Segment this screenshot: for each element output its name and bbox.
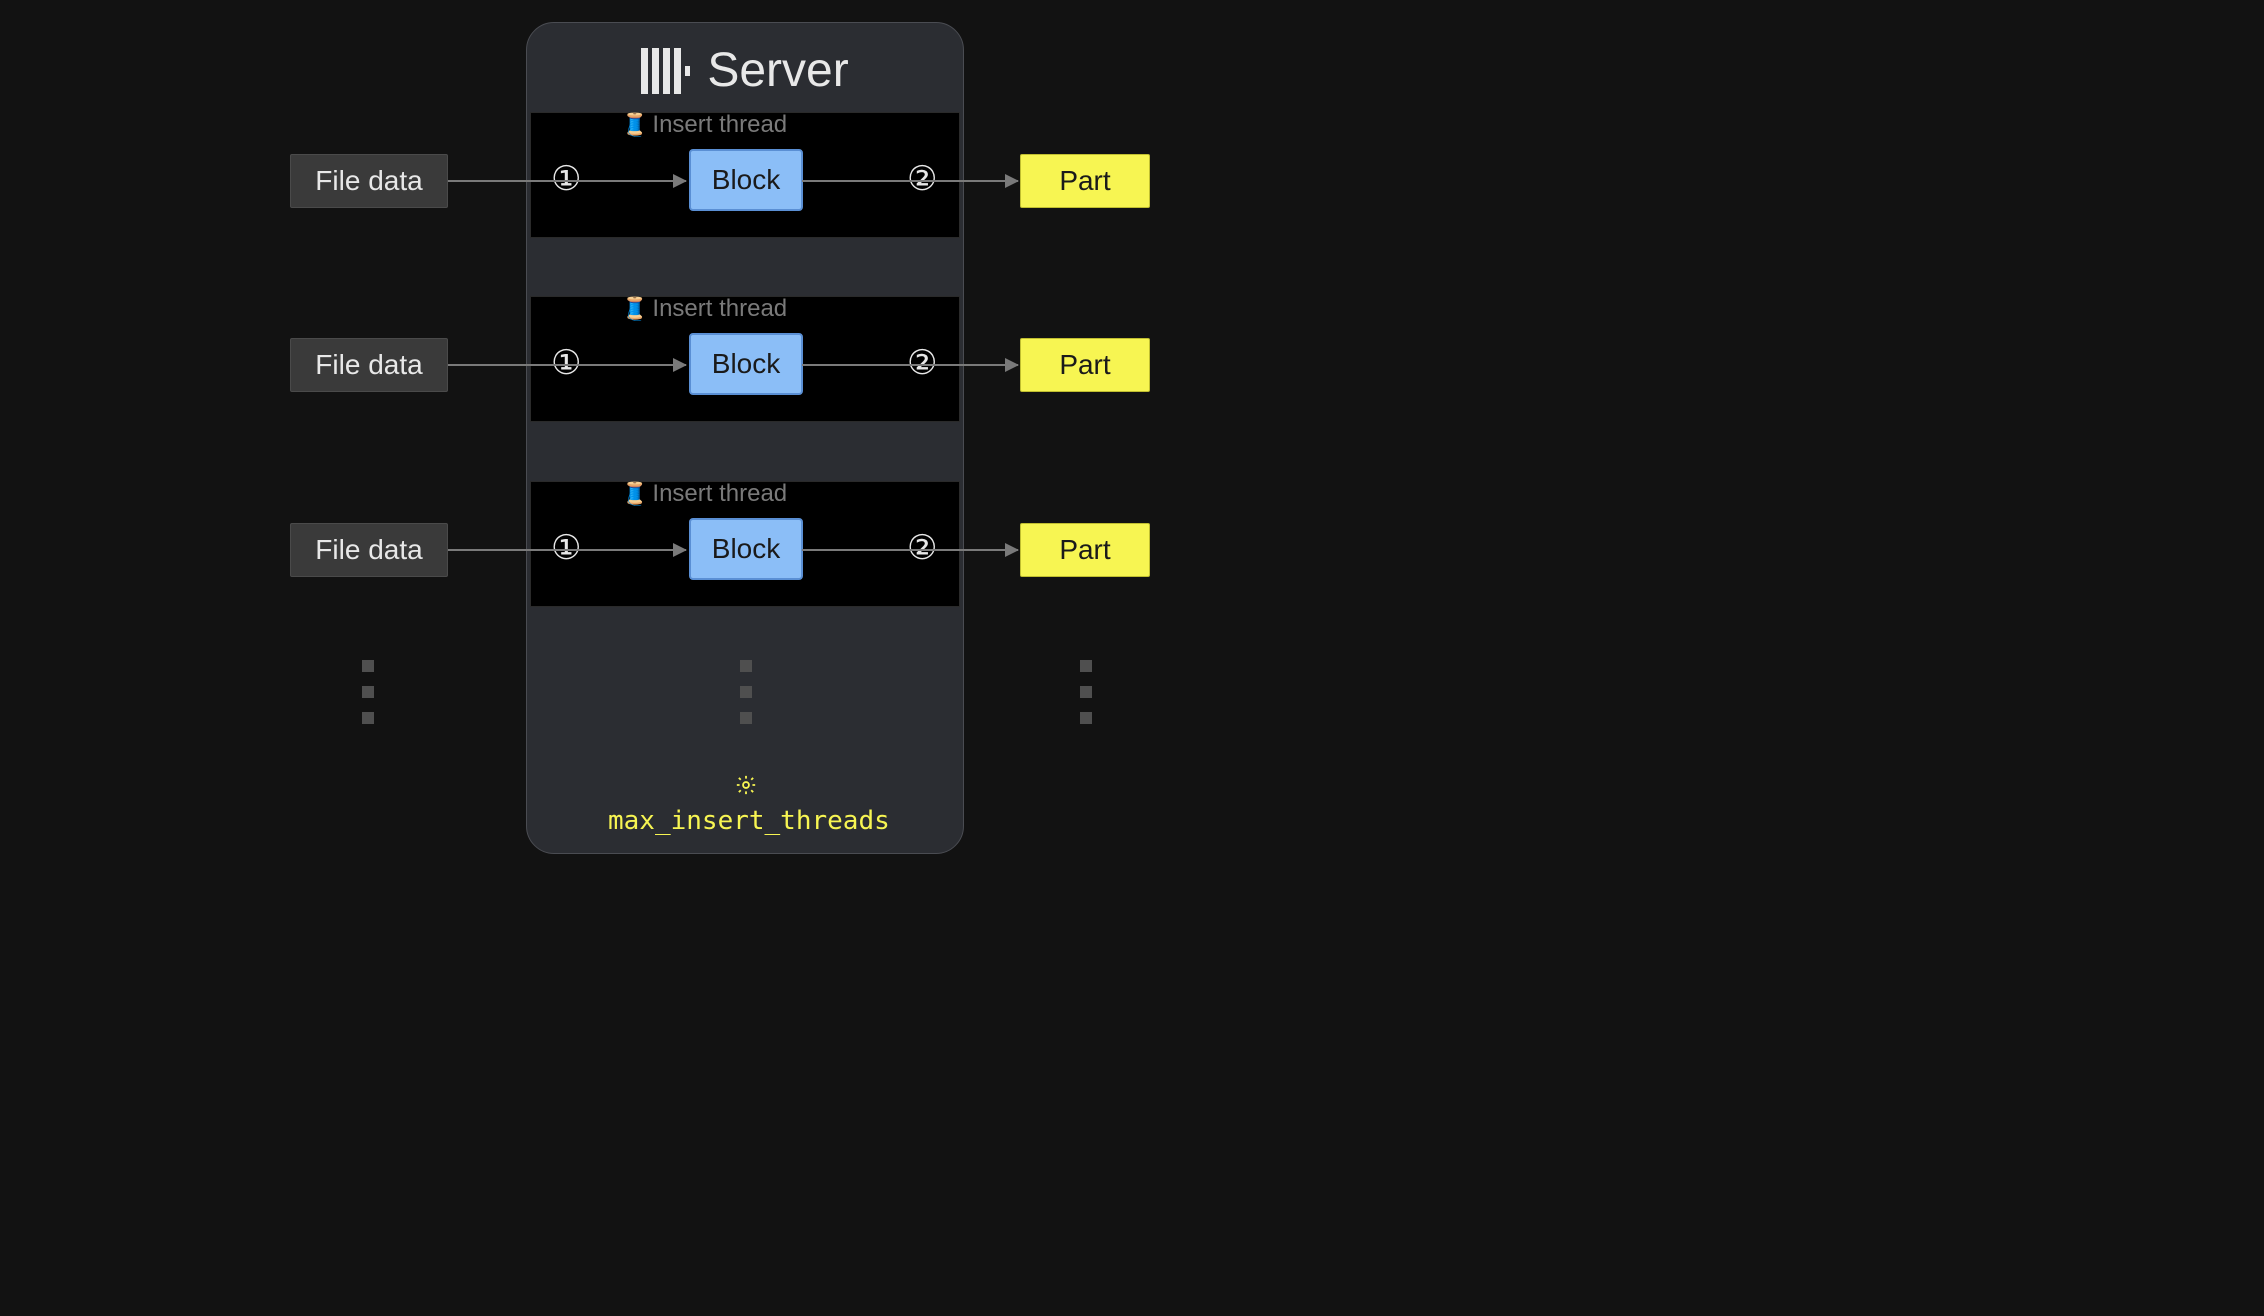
arrow-file-to-block [448, 364, 686, 366]
block-label: Block [712, 533, 780, 565]
thread-icon: 🧵 [621, 296, 648, 322]
ellipsis-icon [1080, 660, 1092, 724]
arrow-block-to-part [802, 364, 1018, 366]
part-label: Part [1059, 165, 1110, 197]
thread-label-text: Insert thread [652, 480, 787, 508]
step-two-icon: ② [907, 343, 937, 383]
part-box: Part [1020, 523, 1150, 577]
thread-row: 🧵 Insert thread ① Block ② [530, 296, 960, 422]
file-data-label: File data [315, 534, 422, 566]
config-label: max_insert_threads [608, 806, 890, 836]
arrow-file-to-block [448, 549, 686, 551]
file-data-box: File data [290, 523, 448, 577]
arrow-block-to-part [802, 180, 1018, 182]
part-box: Part [1020, 154, 1150, 208]
step-two-icon: ② [907, 528, 937, 568]
step-two-icon: ② [907, 159, 937, 199]
thread-icon: 🧵 [621, 112, 648, 138]
block-box: Block [689, 333, 803, 395]
server-title: Server [707, 43, 848, 98]
block-box: Block [689, 149, 803, 211]
ellipsis-icon [362, 660, 374, 724]
thread-row: 🧵 Insert thread ① Block ② [530, 481, 960, 607]
arrow-file-to-block [448, 180, 686, 182]
file-data-label: File data [315, 349, 422, 381]
block-label: Block [712, 348, 780, 380]
step-one-icon: ① [551, 528, 581, 568]
step-one-icon: ① [551, 159, 581, 199]
thread-label: 🧵 Insert thread [621, 295, 787, 323]
part-label: Part [1059, 534, 1110, 566]
thread-label: 🧵 Insert thread [621, 111, 787, 139]
file-data-box: File data [290, 154, 448, 208]
part-box: Part [1020, 338, 1150, 392]
ellipsis-icon [740, 660, 752, 724]
block-box: Block [689, 518, 803, 580]
thread-row: 🧵 Insert thread ① Block ② [530, 112, 960, 238]
file-data-box: File data [290, 338, 448, 392]
thread-icon: 🧵 [621, 481, 648, 507]
clickhouse-logo-icon [641, 48, 693, 94]
server-header: Server [527, 23, 963, 110]
thread-label-text: Insert thread [652, 111, 787, 139]
step-one-icon: ① [551, 343, 581, 383]
part-label: Part [1059, 349, 1110, 381]
arrow-block-to-part [802, 549, 1018, 551]
diagram-root: Server File data 🧵 Insert thread ① Block… [0, 0, 1508, 877]
block-label: Block [712, 164, 780, 196]
thread-label: 🧵 Insert thread [621, 480, 787, 508]
file-data-label: File data [315, 165, 422, 197]
gear-icon [735, 774, 757, 802]
thread-label-text: Insert thread [652, 295, 787, 323]
